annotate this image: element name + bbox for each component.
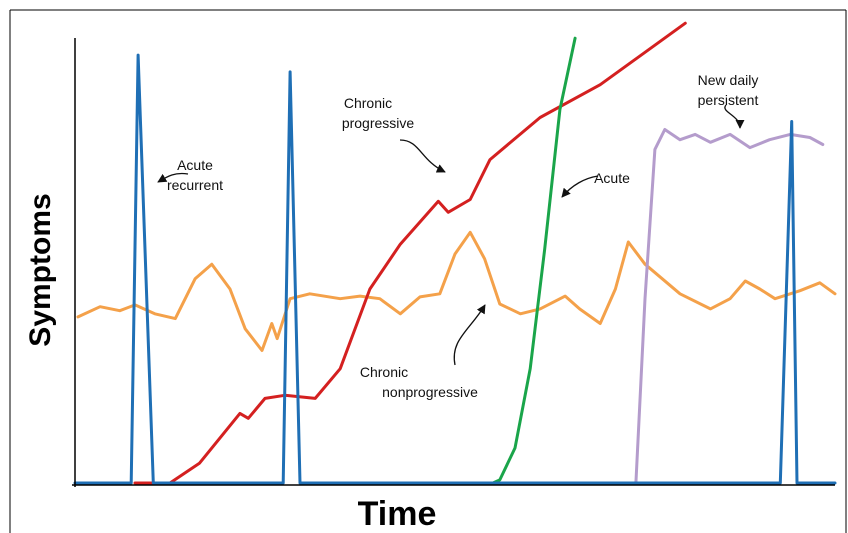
arrow [453, 304, 486, 366]
annotation: New daily [698, 72, 759, 88]
annotation: Acute [177, 157, 213, 173]
series-line [133, 21, 687, 485]
arrow [399, 139, 446, 173]
annotation: recurrent [167, 177, 223, 193]
series-line [76, 230, 837, 352]
arrow [561, 175, 599, 198]
series-line [73, 53, 837, 485]
annotation: Acute [594, 170, 630, 186]
annotation: Chronic [360, 364, 408, 380]
arrow [724, 104, 745, 129]
annotation: Chronic [344, 95, 392, 111]
plot-area [73, 21, 837, 485]
series-line [491, 36, 577, 485]
annotation: progressive [342, 115, 415, 131]
annotation: persistent [698, 92, 759, 108]
annotation: nonprogressive [382, 384, 478, 400]
x-axis-label: Time [358, 495, 437, 533]
y-axis-label: Symptoms [24, 193, 57, 346]
arrow [157, 172, 189, 183]
